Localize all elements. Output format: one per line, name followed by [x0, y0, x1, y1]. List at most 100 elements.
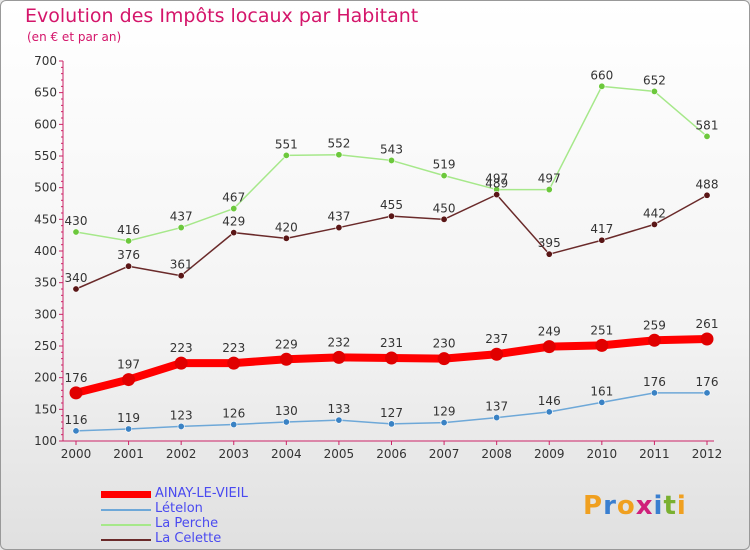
data-label: 259: [643, 318, 666, 332]
data-label: 249: [538, 325, 561, 339]
data-label: 652: [643, 73, 666, 87]
data-label: 467: [222, 191, 245, 205]
data-label: 430: [65, 214, 88, 228]
data-label: 455: [380, 198, 403, 212]
data-point: [282, 151, 290, 159]
data-label: 137: [485, 400, 508, 414]
data-label: 251: [590, 323, 613, 337]
data-label: 581: [696, 118, 719, 132]
data-point: [650, 220, 658, 228]
data-point: [227, 356, 241, 370]
logo-letter: i: [653, 491, 664, 521]
data-point: [335, 416, 343, 424]
data-label: 437: [327, 210, 350, 224]
data-label: 376: [117, 248, 140, 262]
y-tick-label: 600: [34, 117, 57, 131]
legend-label: La Perche: [155, 516, 219, 531]
data-label: 488: [696, 177, 719, 191]
data-point: [72, 228, 80, 236]
x-tick-label: 2000: [61, 447, 92, 461]
logo-letter: P: [583, 491, 604, 521]
x-tick-label: 2010: [587, 447, 618, 461]
data-point: [72, 427, 80, 435]
data-point: [703, 132, 711, 140]
data-label: 450: [433, 201, 456, 215]
y-tick-label: 250: [34, 339, 57, 353]
x-tick-label: 2006: [376, 447, 407, 461]
data-label: 442: [643, 206, 666, 220]
series-l-telon: 116 119 123 126 130 133 127 129 137 146 161 176 176: [65, 375, 718, 435]
data-point: [125, 262, 133, 270]
data-point: [493, 414, 501, 422]
data-point: [177, 422, 185, 430]
data-label: 231: [380, 336, 403, 350]
x-tick-label: 2004: [271, 447, 302, 461]
data-point: [598, 82, 606, 90]
data-label: 519: [433, 158, 456, 172]
data-point: [177, 272, 185, 280]
data-point: [125, 425, 133, 433]
data-point: [385, 351, 398, 365]
data-point: [545, 250, 553, 258]
data-label: 223: [170, 341, 193, 355]
data-label: 176: [65, 371, 88, 385]
logo-letter: i: [676, 491, 687, 521]
y-tick-label: 100: [34, 434, 57, 448]
y-tick-label: 450: [34, 212, 57, 226]
data-label: 133: [327, 402, 350, 416]
data-point: [332, 350, 346, 364]
data-label: 176: [643, 375, 666, 389]
logo-letter: t: [663, 491, 677, 521]
x-tick-label: 2002: [166, 447, 197, 461]
data-label: 660: [590, 68, 613, 82]
y-tick-label: 350: [34, 276, 57, 290]
logo-letter: r: [603, 491, 617, 521]
data-point: [174, 356, 188, 370]
data-label: 497: [485, 172, 508, 186]
x-tick-label: 2009: [534, 447, 565, 461]
data-label: 497: [538, 172, 561, 186]
y-tick-label: 500: [34, 181, 57, 195]
data-label: 361: [170, 258, 193, 272]
data-label: 116: [65, 413, 88, 427]
data-label: 230: [433, 337, 456, 351]
legend-label: La Celette: [155, 531, 222, 546]
y-tick-label: 700: [34, 54, 57, 68]
data-label: 127: [380, 406, 403, 420]
data-point: [490, 347, 504, 361]
data-label: 237: [485, 332, 508, 346]
chart-subtitle: (en € et par an): [27, 30, 122, 44]
x-tick-label: 2012: [692, 447, 723, 461]
x-tick-label: 2001: [113, 447, 144, 461]
data-point: [703, 191, 711, 199]
data-label: 543: [380, 142, 403, 156]
data-point: [545, 408, 553, 416]
data-label: 197: [117, 358, 140, 372]
logo-letter: x: [635, 491, 654, 521]
data-label: 261: [696, 317, 719, 331]
data-label: 130: [275, 404, 298, 418]
data-point: [279, 352, 293, 366]
x-tick-label: 2011: [639, 447, 670, 461]
data-label: 395: [538, 236, 561, 250]
series-ainay-le-vieil: 176 197 223 223 229 232 231 230 237 249 251 259 261: [65, 317, 719, 400]
x-tick-label: 2003: [218, 447, 249, 461]
y-tick-label: 650: [34, 86, 57, 100]
data-label: 416: [117, 223, 140, 237]
data-point: [335, 151, 343, 159]
data-label: 420: [275, 220, 298, 234]
data-label: 489: [485, 177, 508, 191]
chart-title: Evolution des Impôts locaux par Habitant: [25, 5, 419, 27]
series-la-perche: 430 416 437 467 551 552 543 519 497 497 660 652 581: [65, 68, 719, 245]
data-point: [545, 186, 553, 194]
x-tick-label: 2007: [429, 447, 460, 461]
data-point: [493, 191, 501, 199]
data-point: [335, 224, 343, 232]
data-point: [282, 234, 290, 242]
y-tick-label: 400: [34, 244, 57, 258]
legend-swatch: [101, 539, 151, 541]
data-label: 340: [65, 271, 88, 285]
data-point: [542, 340, 556, 354]
